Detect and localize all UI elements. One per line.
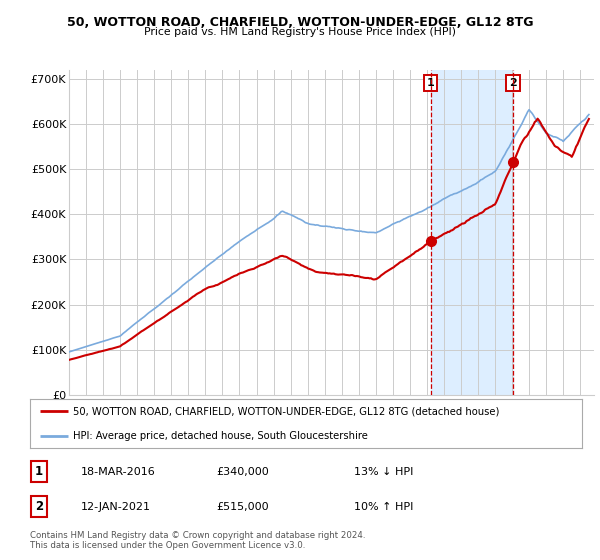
Text: 13% ↓ HPI: 13% ↓ HPI: [354, 466, 413, 477]
Text: 2: 2: [509, 78, 517, 88]
Text: 50, WOTTON ROAD, CHARFIELD, WOTTON-UNDER-EDGE, GL12 8TG: 50, WOTTON ROAD, CHARFIELD, WOTTON-UNDER…: [67, 16, 533, 29]
Bar: [431, 70, 513, 395]
Text: Contains HM Land Registry data © Crown copyright and database right 2024.
This d: Contains HM Land Registry data © Crown c…: [30, 531, 365, 550]
Text: £515,000: £515,000: [216, 502, 269, 512]
Text: 50, WOTTON ROAD, CHARFIELD, WOTTON-UNDER-EDGE, GL12 8TG (detached house): 50, WOTTON ROAD, CHARFIELD, WOTTON-UNDER…: [73, 406, 499, 416]
Text: 2: 2: [35, 500, 43, 514]
Text: 18-MAR-2016: 18-MAR-2016: [81, 466, 156, 477]
Text: 12-JAN-2021: 12-JAN-2021: [81, 502, 151, 512]
Text: 1: 1: [427, 78, 434, 88]
Text: HPI: Average price, detached house, South Gloucestershire: HPI: Average price, detached house, Sout…: [73, 431, 368, 441]
Text: 10% ↑ HPI: 10% ↑ HPI: [354, 502, 413, 512]
Text: Price paid vs. HM Land Registry's House Price Index (HPI): Price paid vs. HM Land Registry's House …: [144, 27, 456, 37]
Text: 1: 1: [35, 465, 43, 478]
Text: £340,000: £340,000: [216, 466, 269, 477]
